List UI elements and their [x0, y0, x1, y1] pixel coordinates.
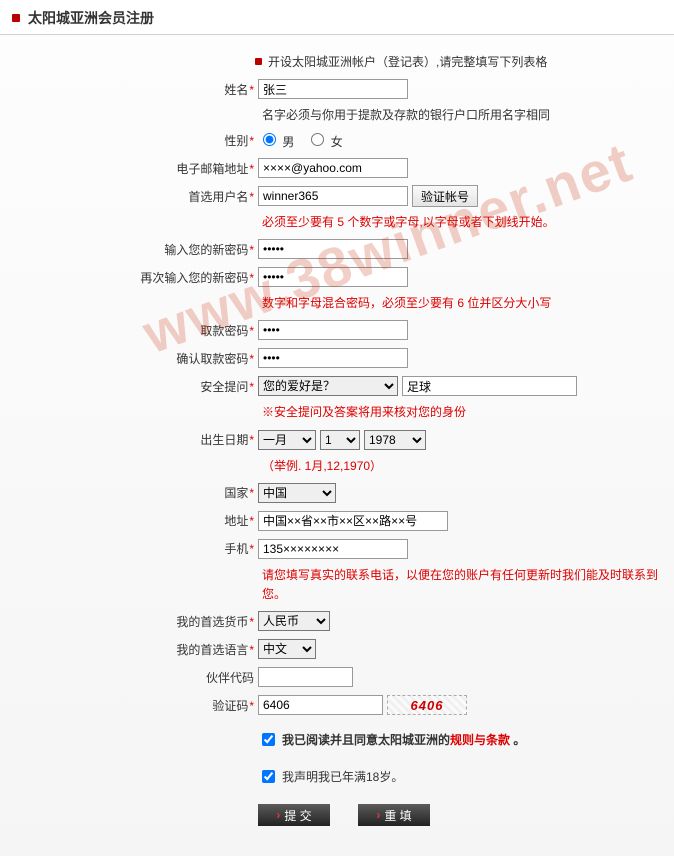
label-email: 电子邮箱地址 [176, 162, 248, 176]
pwd-hint: 数字和字母混合密码，必须至少要有 6 位并区分大小写 [10, 294, 664, 313]
submit-button[interactable]: ›提 交 [258, 804, 330, 826]
name-input[interactable] [258, 79, 408, 99]
reset-button[interactable]: ›重 填 [358, 804, 430, 826]
label-username: 首选用户名 [188, 190, 248, 204]
dob-year-select[interactable]: 1978 [364, 430, 426, 450]
page-header: 太阳城亚洲会员注册 [0, 0, 674, 35]
username-hint: 必须至少要有 5 个数字或字母,以字母或者下划线开始。 [10, 213, 664, 232]
label-dob: 出生日期 [200, 433, 248, 447]
required-mark: * [249, 352, 254, 366]
gender-male-radio[interactable] [263, 133, 276, 146]
required-mark: * [249, 190, 254, 204]
terms-link[interactable]: 规则与条款 [450, 733, 510, 747]
verify-username-button[interactable]: 验证帐号 [412, 185, 478, 207]
label-mobile: 手机 [224, 542, 248, 556]
required-mark: * [249, 542, 254, 556]
label-gender: 性别 [224, 134, 248, 148]
chevron-right-icon: › [276, 808, 280, 822]
label-partner: 伙伴代码 [206, 671, 254, 685]
language-select[interactable]: 中文 [258, 639, 316, 659]
username-input[interactable] [258, 186, 408, 206]
mobile-input[interactable] [258, 539, 408, 559]
withdrawpwd2-input[interactable] [258, 348, 408, 368]
label-currency: 我的首选货币 [176, 615, 248, 629]
agree-terms-text: 我已阅读并且同意太阳城亚洲的规则与条款 。 [282, 731, 525, 748]
agree-terms-checkbox[interactable] [262, 733, 275, 746]
secq-select[interactable]: 您的爱好是？ [258, 376, 398, 396]
label-language: 我的首选语言 [176, 643, 248, 657]
intro-row: 开设太阳城亚洲帐户（登记表）,请完整填写下列表格 [255, 53, 664, 70]
label-secq: 安全提问 [200, 380, 248, 394]
required-mark: * [249, 643, 254, 657]
currency-select[interactable]: 人民币 [258, 611, 330, 631]
newpwd-input[interactable] [258, 239, 408, 259]
required-mark: * [249, 271, 254, 285]
label-withdrawpwd: 取款密码 [200, 324, 248, 338]
label-country: 国家 [224, 486, 248, 500]
intro-bullet-icon [255, 58, 262, 65]
captcha-input[interactable] [258, 695, 383, 715]
dob-month-select[interactable]: 一月 [258, 430, 316, 450]
required-mark: * [249, 134, 254, 148]
withdrawpwd-input[interactable] [258, 320, 408, 340]
required-mark: * [249, 380, 254, 394]
required-mark: * [249, 162, 254, 176]
label-name: 姓名 [224, 83, 248, 97]
agree-age-checkbox[interactable] [262, 770, 275, 783]
gender-female-radio[interactable] [311, 133, 324, 146]
newpwd2-input[interactable] [258, 267, 408, 287]
captcha-image[interactable]: 6406 [387, 695, 467, 715]
email-input[interactable] [258, 158, 408, 178]
chevron-right-icon: › [376, 808, 380, 822]
required-mark: * [249, 433, 254, 447]
dob-hint: （举例. 1月,12,1970） [10, 457, 664, 476]
required-mark: * [249, 83, 254, 97]
gender-male-option[interactable]: 男 [258, 130, 294, 150]
intro-text: 开设太阳城亚洲帐户（登记表）,请完整填写下列表格 [268, 53, 547, 70]
header-bullet-icon [12, 14, 20, 22]
name-hint: 名字必须与你用于提款及存款的银行户口所用名字相同 [10, 106, 664, 123]
required-mark: * [249, 243, 254, 257]
required-mark: * [249, 514, 254, 528]
required-mark: * [249, 486, 254, 500]
label-captcha: 验证码 [212, 699, 248, 713]
required-mark: * [249, 324, 254, 338]
required-mark: * [249, 699, 254, 713]
page-title: 太阳城亚洲会员注册 [28, 8, 154, 28]
label-address: 地址 [224, 514, 248, 528]
label-newpwd2: 再次输入您的新密码 [140, 271, 248, 285]
gender-female-option[interactable]: 女 [306, 130, 342, 150]
required-mark: * [249, 615, 254, 629]
country-select[interactable]: 中国 [258, 483, 336, 503]
dob-day-select[interactable]: 1 [320, 430, 360, 450]
form-content: www.38winner.net 开设太阳城亚洲帐户（登记表）,请完整填写下列表… [0, 35, 674, 856]
mobile-hint: 请您填写真实的联系电话，以便在您的账户有任何更新时我们能及时联系到您。 [10, 566, 664, 604]
partner-input[interactable] [258, 667, 353, 687]
address-input[interactable] [258, 511, 448, 531]
label-newpwd: 输入您的新密码 [164, 243, 248, 257]
label-withdrawpwd2: 确认取款密码 [176, 352, 248, 366]
secq-answer-input[interactable] [402, 376, 577, 396]
agree-age-text: 我声明我已年满18岁。 [282, 768, 403, 785]
secq-hint: ※安全提问及答案将用来核对您的身份 [10, 403, 664, 422]
